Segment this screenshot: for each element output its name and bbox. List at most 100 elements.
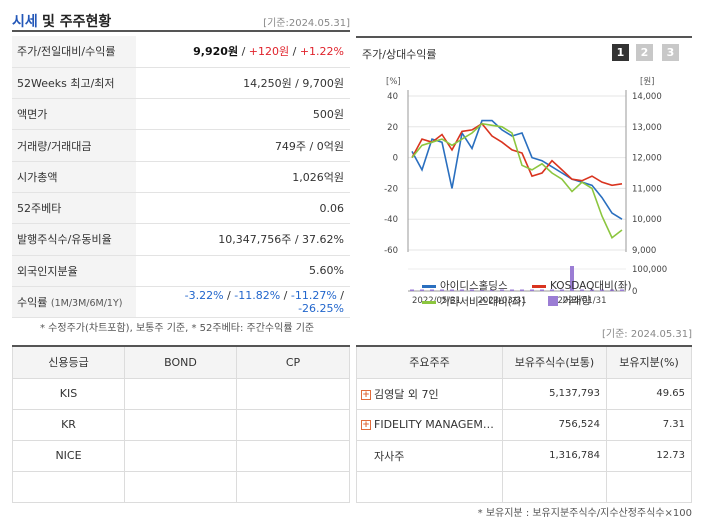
left-tick-label: -40 <box>384 215 398 225</box>
table-row: 외국인지분율 5.60% <box>12 255 350 287</box>
table-row: 시가총액 1,026억원 <box>12 161 350 193</box>
chart-page-3-button[interactable]: 3 <box>662 44 679 61</box>
holder-name-cell: 자사주 <box>356 439 503 472</box>
return-1m: -3.22% <box>184 289 224 303</box>
legend-swatch <box>532 284 546 288</box>
footnote-2: * 보유지분 : 보유지분주식수/지수산정주식수×100 <box>477 508 692 519</box>
chart-page-1-button[interactable]: 1 <box>612 44 629 61</box>
cp-cell <box>236 470 350 503</box>
legend-item: KOSDAQ대비(좌) <box>532 278 632 293</box>
expand-icon[interactable]: + <box>361 389 371 400</box>
cp-cell <box>236 408 350 441</box>
left-tick-label: -20 <box>384 184 398 194</box>
agency-cell: KR <box>12 408 125 441</box>
row-label: 주가/전일대비/수익률 <box>12 36 136 68</box>
legend-swatch <box>548 296 558 306</box>
shares-cell: 1,316,784 <box>502 439 607 472</box>
volume-bar <box>580 289 584 291</box>
column-header: CP <box>236 345 350 379</box>
table-row: KR <box>12 408 350 441</box>
shares-cell <box>502 470 607 503</box>
pct-cell <box>606 470 692 503</box>
table-row: 발행주식수/유동비율 10,347,756주 / 37.62% <box>12 223 350 256</box>
table-row: + FIDELITY MANAGEM… 756,524 7.31 <box>356 408 692 441</box>
volume-bar <box>590 289 594 291</box>
left-tick-label: 20 <box>387 123 398 133</box>
shares-cell: 756,524 <box>502 408 607 441</box>
volume-bar <box>570 266 574 291</box>
table-row: 액면가 500원 <box>12 98 350 131</box>
bond-cell <box>124 408 237 441</box>
week52-value: 14,250원 / 9,700원 <box>136 67 350 100</box>
table-row <box>356 470 692 503</box>
volume-bar <box>440 289 444 291</box>
x-tick-label: 2022/05/31 <box>412 296 461 306</box>
section-title: 및 주주현황 <box>42 14 112 30</box>
row-label: 52Weeks 최고/최저 <box>12 67 136 100</box>
row-label: 시가총액 <box>12 161 136 193</box>
volume-value: 749주 / 0억원 <box>136 129 350 162</box>
legend-swatch <box>422 284 436 288</box>
volume-bar <box>460 289 464 291</box>
expand-icon[interactable]: + <box>361 420 371 430</box>
right-tick-label: 11,000 <box>632 184 662 194</box>
x-tick-label: 2023/03/31 <box>478 296 527 306</box>
volume-bar <box>550 289 554 291</box>
row-label: 발행주식수/유동비율 <box>12 223 136 256</box>
par-value: 500원 <box>136 98 350 131</box>
legend-item: 아이디스홀딩스 <box>422 278 508 293</box>
volume-bar <box>560 289 564 291</box>
volume-bar <box>610 289 614 291</box>
table-row: NICE <box>12 439 350 472</box>
right-axis-unit: [원] <box>640 77 654 87</box>
right-tick-label: 9,000 <box>632 246 656 256</box>
chart-page-2-button[interactable]: 2 <box>636 44 653 61</box>
table-row: 자사주 1,316,784 12.73 <box>356 439 692 472</box>
series-line <box>411 119 623 220</box>
left-tick-label: 40 <box>387 92 398 102</box>
left-tick-label: -60 <box>384 246 398 256</box>
chart-title: 주가/상대수익률 <box>362 48 437 61</box>
table-row <box>12 470 350 503</box>
legend-item: 거래량 <box>548 293 591 308</box>
market-cap-value: 1,026억원 <box>136 161 350 193</box>
cp-cell <box>236 439 350 472</box>
holder-name-cell <box>356 470 503 503</box>
column-header: 보유주식수(보통) <box>502 345 607 379</box>
series-line <box>411 122 623 239</box>
right-tick-label: 14,000 <box>632 92 662 102</box>
return-values: -3.22% / -11.82% / -11.27% / -26.25% <box>136 286 350 319</box>
volume-bar <box>430 289 434 291</box>
cp-cell <box>236 377 350 410</box>
agency-cell: KIS <box>12 377 125 410</box>
volume-bar <box>480 289 484 291</box>
bond-cell <box>124 377 237 410</box>
volume-bar <box>600 289 604 291</box>
price-change-pct: +1.22% <box>299 45 344 59</box>
holder-name-cell[interactable]: + FIDELITY MANAGEM… <box>356 408 503 441</box>
chart-panel: 주가/상대수익률 1 2 3 [%] [원] 40 20 0 -20 -40 -60 14,00… <box>356 36 692 320</box>
credit-rating-table: 신용등급 BOND CP KIS KR NICE <box>12 345 350 503</box>
agency-cell: NICE <box>12 439 125 472</box>
volume-bar <box>500 289 504 291</box>
row-label: 52주베타 <box>12 192 136 225</box>
column-header: 신용등급 <box>12 345 125 379</box>
legend-item: 기타서비스대비(좌) <box>422 294 525 309</box>
price-change: +120원 <box>248 45 290 59</box>
current-price: 9,920원 <box>193 45 239 59</box>
holder-name-cell[interactable]: + 김영달 외 7인 <box>356 377 503 410</box>
legend-swatch <box>422 300 436 304</box>
return-periods: (1M/3M/6M/1Y) <box>50 298 123 310</box>
base-date-2: [기준: 2024.05.31] <box>601 329 692 340</box>
volume-tick-label: 0 <box>632 287 637 297</box>
row-label: 수익률 (1M/3M/6M/1Y) <box>12 286 136 319</box>
right-tick-label: 12,000 <box>632 154 662 164</box>
row-label: 액면가 <box>12 98 136 131</box>
column-header: 보유지분(%) <box>606 345 692 379</box>
pct-cell: 7.31 <box>606 408 692 441</box>
volume-bar <box>520 289 524 291</box>
volume-bar <box>420 289 424 291</box>
table-header-row: 신용등급 BOND CP <box>12 345 350 379</box>
volume-tick-label: 100,000 <box>632 265 667 275</box>
agency-cell <box>12 470 125 503</box>
